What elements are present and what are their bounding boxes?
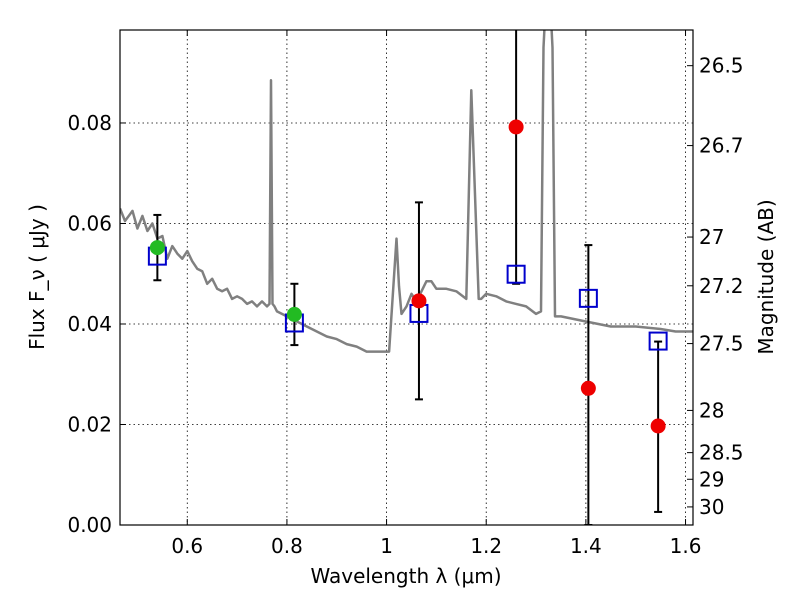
sed-model-curve	[120, 30, 693, 353]
x-tick-label: 1.2	[470, 534, 502, 558]
observed-flux-point	[650, 418, 666, 434]
mag-tick-label: 28	[699, 398, 724, 422]
y-tick-label: 0.02	[67, 412, 112, 436]
model-flux-marker	[578, 288, 598, 308]
x-tick-label: 1.4	[570, 534, 602, 558]
mag-tick-label: 27.2	[699, 274, 744, 298]
mag-tick-label: 26.7	[699, 134, 744, 158]
x-axis-title: Wavelength λ (μm)	[310, 564, 501, 588]
x-tick-label: 0.6	[171, 534, 203, 558]
mag-tick-label: 30	[699, 495, 724, 519]
observed-flux-point	[286, 306, 302, 322]
mag-tick-label: 26.5	[699, 54, 744, 78]
y-axis-title: Flux F_ν ( μJy )	[25, 204, 49, 350]
observed-flux-point	[508, 119, 524, 135]
y-tick-label: 0.00	[67, 513, 112, 537]
y-tick-label: 0.04	[67, 312, 112, 336]
model-flux-marker	[506, 264, 526, 284]
mag-tick-label: 28.5	[699, 441, 744, 465]
x-tick-label: 1.6	[670, 534, 702, 558]
observed-flux-point	[411, 293, 427, 309]
plot-data	[120, 30, 693, 525]
observed-flux-point	[580, 380, 596, 396]
x-tick-label: 0.8	[271, 534, 303, 558]
mag-tick-label: 27	[699, 225, 724, 249]
plot-frame	[119, 29, 694, 526]
mag-tick-label: 27.5	[699, 332, 744, 356]
y-tick-label: 0.06	[67, 211, 112, 235]
y-axis-right-title: Magnitude (AB)	[754, 199, 778, 354]
observed-flux-point	[149, 240, 165, 256]
y-tick-label: 0.08	[67, 111, 112, 135]
x-tick-label: 1	[380, 534, 393, 558]
mag-tick-label: 29	[699, 467, 724, 491]
axes: 0.6 0.8 1 1.2 1.4 1.6 0.00 0.02 0.04 0.06 0.08 26.5…	[67, 30, 744, 558]
model-flux-marker	[648, 331, 668, 351]
